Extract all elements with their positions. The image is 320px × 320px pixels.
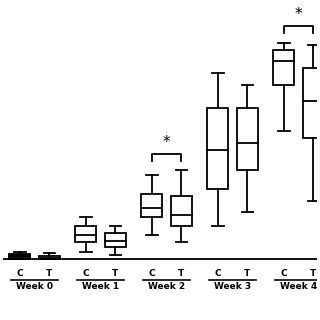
Text: Week 3: Week 3 bbox=[214, 283, 251, 292]
Text: C: C bbox=[280, 269, 287, 278]
Text: T: T bbox=[46, 269, 52, 278]
Text: T: T bbox=[112, 269, 119, 278]
Text: T: T bbox=[178, 269, 185, 278]
Bar bbox=[141, 194, 162, 217]
Text: C: C bbox=[148, 269, 155, 278]
Bar bbox=[273, 50, 294, 84]
Bar bbox=[237, 108, 258, 171]
Text: *: * bbox=[295, 7, 302, 22]
Bar bbox=[171, 196, 192, 226]
Text: T: T bbox=[244, 269, 251, 278]
Text: *: * bbox=[163, 134, 171, 149]
Bar bbox=[105, 233, 126, 247]
Bar bbox=[9, 254, 30, 259]
Bar bbox=[303, 68, 320, 138]
Text: C: C bbox=[16, 269, 23, 278]
Bar bbox=[39, 256, 60, 259]
Text: C: C bbox=[83, 269, 89, 278]
Text: Week 2: Week 2 bbox=[148, 283, 185, 292]
Text: Week 1: Week 1 bbox=[82, 283, 119, 292]
Text: Week 0: Week 0 bbox=[16, 283, 53, 292]
Bar bbox=[207, 108, 228, 189]
Text: C: C bbox=[214, 269, 221, 278]
Text: T: T bbox=[310, 269, 316, 278]
Text: Week 4: Week 4 bbox=[280, 283, 317, 292]
Bar bbox=[75, 226, 96, 243]
